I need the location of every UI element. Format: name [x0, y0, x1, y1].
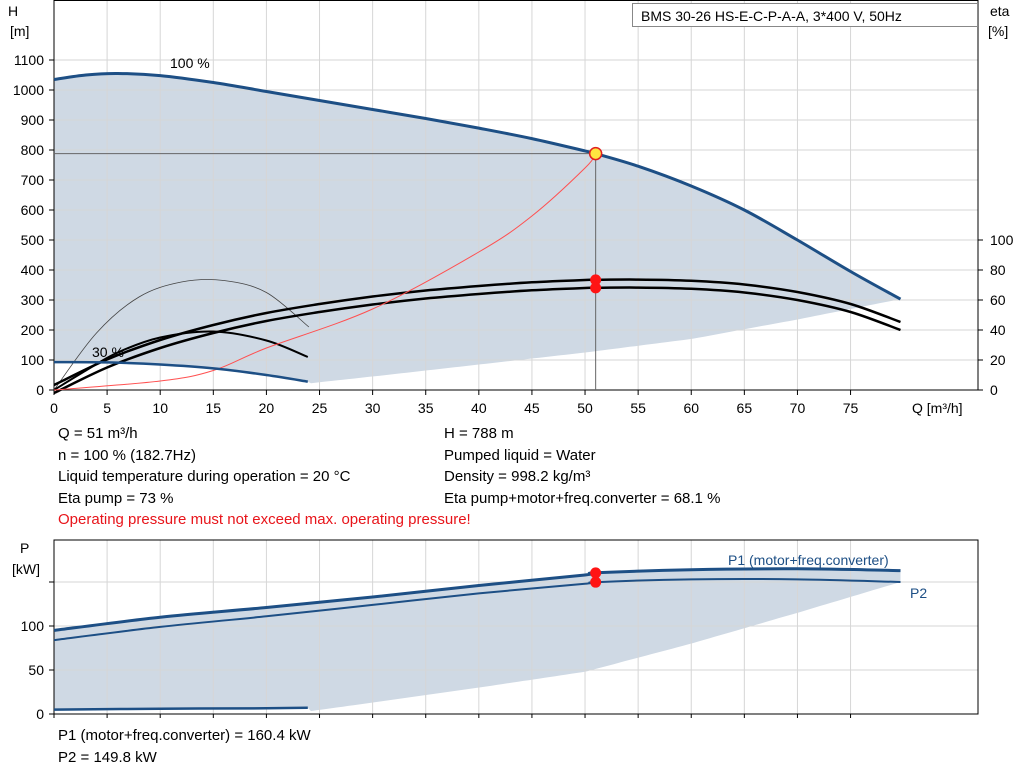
p1-value: P1 (motor+freq.converter) = 160.4 kW: [58, 727, 311, 744]
p1-legend: P1 (motor+freq.converter): [728, 552, 889, 568]
p2-legend: P2: [910, 585, 927, 601]
y-tick-label: 400: [21, 262, 45, 278]
p-axis-label: P: [20, 540, 29, 556]
power-frame: [53, 539, 979, 715]
x-tick-label: 45: [524, 400, 540, 416]
x-tick-label: 70: [790, 400, 806, 416]
head-plot: 0 5 10 15 20 25 30 35 40 45 50 55 60 65 70 750100200300…: [13, 0, 1014, 416]
pressure-warning: Operating pressure must not exceed max. …: [58, 511, 471, 528]
x-tick-label: 10: [152, 400, 168, 416]
q-axis-label: Q [m³/h]: [912, 400, 963, 416]
eta-axis-unit: [%]: [988, 23, 1008, 39]
eta-tick-label: 0: [990, 382, 998, 398]
y-tick-label: 300: [21, 292, 45, 308]
curve-label-100: 100 %: [170, 55, 210, 71]
p-tick-label: 100: [21, 618, 45, 634]
x-tick-label: 20: [259, 400, 275, 416]
x-tick-label: 35: [418, 400, 434, 416]
head-curve-100: [53, 71, 902, 301]
y-tick-label: 600: [21, 202, 45, 218]
liquid-value: Pumped liquid = Water: [444, 446, 596, 464]
info-left: Q = 51 m³/h n = 100 % (182.7Hz) Liquid t…: [58, 423, 471, 531]
eta-total-value: Eta pump+motor+freq.converter = 68.1 %: [444, 489, 721, 507]
eta-pump-value: Eta pump = 73 %: [58, 489, 174, 507]
y-tick-label: 100: [21, 352, 45, 368]
eta-tick-label: 40: [990, 322, 1006, 338]
operating-range-fill: [54, 73, 901, 384]
duty-eta-pump-marker: [590, 274, 602, 286]
info-right: H = 788 m Pumped liquid = Water Density …: [444, 423, 720, 509]
eta-tick-label: 100: [990, 232, 1014, 248]
eta-axis-label: eta: [990, 3, 1010, 19]
p-axis-unit: [kW]: [12, 561, 40, 577]
y-tick-label: 800: [21, 142, 45, 158]
x-tick-label: 5: [103, 400, 111, 416]
h-axis-unit: [m]: [10, 23, 29, 39]
flow-value: Q = 51 m³/h: [58, 425, 138, 442]
eta-tick-label: 60: [990, 292, 1006, 308]
h-axis-label: H: [8, 3, 18, 19]
y-tick-label: 500: [21, 232, 45, 248]
info-power: P1 (motor+freq.converter) = 160.4 kW P2 …: [58, 725, 311, 768]
eta-pump-curve: [53, 278, 901, 387]
head-curve-30: [53, 360, 308, 383]
temperature-value: Liquid temperature during operation = 20…: [58, 468, 351, 485]
eta-30-thin-curve: [53, 279, 310, 391]
x-tick-label: 50: [577, 400, 593, 416]
density-value: Density = 998.2 kg/m³: [444, 468, 591, 485]
p2-curve: [53, 578, 901, 642]
eta-tick-label: 20: [990, 352, 1006, 368]
duty-p1-marker: [590, 567, 602, 579]
p-tick-label: 50: [28, 662, 44, 678]
x-tick-label: 55: [630, 400, 646, 416]
x-tick-label: 65: [737, 400, 753, 416]
x-tick-label: 25: [312, 400, 328, 416]
x-tick-label: 0: [50, 400, 58, 416]
duty-point-marker: [588, 146, 603, 161]
x-tick-label: 15: [206, 400, 222, 416]
speed-value: n = 100 % (182.7Hz): [58, 446, 196, 464]
pump-model-title: BMS 30-26 HS-E-C-P-A-A, 3*400 V, 50Hz: [632, 3, 978, 27]
eta-tick-label: 80: [990, 262, 1006, 278]
p-tick-label: 0: [36, 706, 44, 722]
plot-frame: [53, 0, 979, 391]
eta-total-curve: [53, 286, 901, 395]
curve-label-30: 30 %: [92, 344, 124, 360]
x-tick-label: 75: [843, 400, 859, 416]
p1-curve: [53, 567, 901, 632]
x-tick-label: 40: [471, 400, 487, 416]
y-tick-label: 0: [36, 382, 44, 398]
x-tick-label: 30: [365, 400, 381, 416]
power-range-fill: [54, 568, 901, 712]
duty-p2-marker: [590, 576, 602, 588]
y-tick-label: 1000: [13, 82, 44, 98]
system-curve: [53, 153, 597, 391]
power-plot: 0 50 100: [21, 539, 979, 722]
duty-eta-total-marker: [590, 282, 602, 294]
y-tick-label: 900: [21, 112, 45, 128]
p-30-curve: [53, 706, 308, 711]
p2-value: P2 = 149.8 kW: [58, 748, 157, 766]
y-tick-label: 1100: [14, 52, 44, 68]
y-tick-label: 700: [21, 172, 45, 188]
head-value: H = 788 m: [444, 425, 514, 442]
x-tick-label: 60: [683, 400, 699, 416]
y-tick-label: 200: [21, 322, 45, 338]
